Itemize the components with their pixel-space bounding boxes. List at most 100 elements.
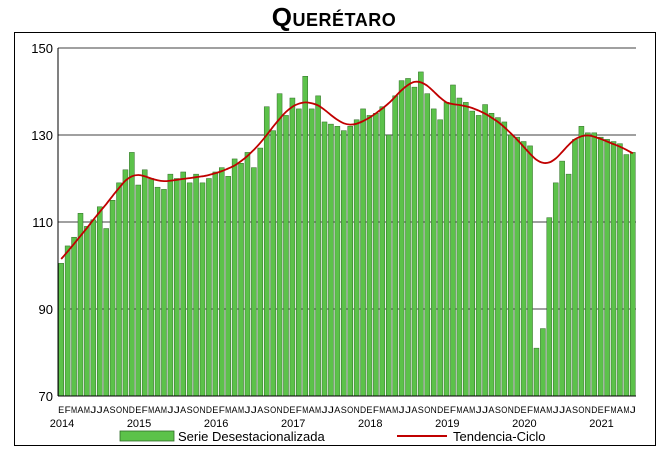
x-year-label: 2015 [127, 418, 151, 430]
bar [154, 186, 161, 397]
y-tick-label: 70 [39, 389, 53, 404]
bar [540, 328, 546, 397]
trend-series [60, 80, 634, 260]
x-month-label: M [610, 405, 616, 415]
bar [135, 184, 142, 397]
bar [617, 143, 623, 397]
bar [501, 121, 508, 397]
x-month-label: M [302, 405, 308, 415]
axes [57, 48, 636, 397]
x-month-label: M [456, 405, 462, 415]
x-month-label: J [476, 405, 482, 415]
y-tick-label: 90 [39, 302, 53, 317]
x-month-label: S [110, 405, 116, 415]
bar [578, 126, 585, 397]
x-month-label: J [251, 405, 257, 415]
bar [77, 213, 84, 397]
x-month-label: M [161, 405, 167, 415]
bar [58, 263, 64, 397]
x-month-label: J [90, 405, 96, 415]
bar [360, 108, 366, 397]
bar [180, 171, 186, 397]
bar [199, 182, 206, 397]
x-month-label: E [366, 405, 372, 415]
bar [109, 200, 116, 397]
bar [347, 126, 353, 397]
legend: Serie Desestacionalizada Tendencia-Ciclo [119, 429, 546, 444]
x-month-label: N [277, 405, 283, 415]
x-month-label: J [553, 405, 559, 415]
bar [495, 117, 501, 397]
x-month-label: M [533, 405, 539, 415]
bar [129, 152, 135, 397]
bar [122, 169, 129, 397]
bar [148, 178, 154, 397]
x-month-label: A [103, 405, 109, 415]
x-month-label: E [598, 405, 604, 415]
x-month-label: S [572, 405, 578, 415]
bar [385, 134, 392, 397]
bar [533, 347, 540, 397]
x-month-label: J [328, 405, 334, 415]
x-month-label: S [495, 405, 501, 415]
x-year-label: 2021 [589, 418, 613, 430]
bar [206, 178, 212, 397]
bar [289, 97, 296, 397]
x-month-label: J [97, 405, 103, 415]
x-month-label: J [244, 405, 250, 415]
bar [482, 104, 488, 397]
x-month-label: D [129, 405, 136, 415]
x-month-label: M [469, 405, 475, 415]
x-month-label: A [488, 405, 494, 415]
x-month-label: E [521, 405, 527, 415]
x-month-label: M [84, 405, 90, 415]
x-year-label: 2017 [281, 418, 305, 430]
bar [283, 115, 289, 397]
bar [71, 236, 77, 397]
bar [251, 167, 257, 397]
x-month-label: J [174, 405, 180, 415]
x-month-label: M [238, 405, 244, 415]
x-month-label: E [443, 405, 449, 415]
x-month-label: J [167, 405, 173, 415]
bar [167, 173, 174, 397]
y-tick-label: 110 [32, 215, 53, 230]
y-tick-label: 130 [31, 128, 53, 143]
legend-line-label: Tendencia-Ciclo [453, 429, 546, 444]
bar [546, 217, 553, 397]
x-month-label: J [321, 405, 327, 415]
x-month-label: S [418, 405, 424, 415]
bar [321, 121, 328, 397]
x-month-label: O [347, 405, 353, 415]
bar [186, 182, 193, 397]
x-month-label: M [379, 405, 385, 415]
x-month-label: D [360, 405, 367, 415]
x-month-label: F [373, 405, 380, 415]
bar [341, 130, 347, 397]
bar [508, 134, 514, 397]
bar [84, 226, 90, 397]
x-month-label: A [154, 405, 160, 415]
bar [418, 71, 424, 397]
x-month-label: A [463, 405, 469, 415]
x-year-label: 2014 [50, 418, 74, 430]
bar-series [58, 71, 636, 397]
x-month-label: A [232, 405, 238, 415]
bar [161, 189, 167, 397]
x-month-label: E [58, 405, 64, 415]
x-month-label: O [193, 405, 199, 415]
x-month-label: D [206, 405, 213, 415]
bar [514, 136, 520, 397]
bar [475, 115, 482, 397]
bar [244, 152, 251, 397]
x-month-label: O [270, 405, 276, 415]
bar [597, 136, 604, 397]
bar [103, 228, 109, 397]
bar [469, 110, 475, 397]
bar [623, 154, 630, 397]
x-month-label: S [187, 405, 193, 415]
x-month-label: E [212, 405, 218, 415]
bar [520, 141, 527, 397]
x-month-label: D [514, 405, 521, 415]
